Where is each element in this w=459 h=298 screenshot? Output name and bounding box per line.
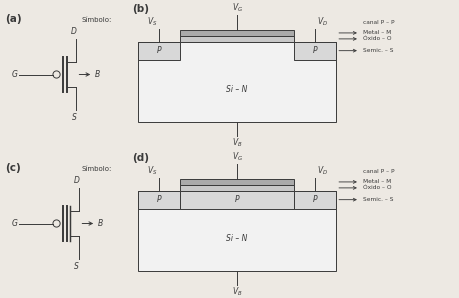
Bar [180, 185, 294, 191]
Text: P: P [157, 195, 162, 204]
Text: $V_S$: $V_S$ [147, 15, 157, 28]
Bar [180, 179, 294, 185]
Bar [180, 191, 294, 209]
Text: Óxido – O: Óxido – O [364, 36, 392, 41]
Bar [294, 42, 336, 60]
Text: Si – N: Si – N [226, 85, 248, 94]
Text: Metal – M: Metal – M [364, 179, 392, 184]
Bar [180, 36, 294, 42]
Text: B: B [95, 70, 101, 79]
Text: Óxido – O: Óxido – O [364, 185, 392, 190]
Text: G: G [12, 219, 18, 228]
Text: Metal – M: Metal – M [364, 30, 392, 35]
Text: (d): (d) [132, 153, 149, 164]
Text: Semic. – S: Semic. – S [364, 48, 394, 53]
Text: P: P [235, 195, 240, 204]
Bar [294, 191, 336, 209]
Text: $V_G$: $V_G$ [231, 151, 243, 163]
Text: P: P [313, 195, 317, 204]
Text: G: G [12, 70, 18, 79]
Bar [180, 30, 294, 36]
Text: $V_B$: $V_B$ [232, 285, 242, 298]
Bar [138, 42, 180, 60]
Text: S: S [72, 113, 76, 122]
Text: Símbolo:: Símbolo: [81, 166, 112, 172]
Text: canal P – P: canal P – P [364, 20, 395, 25]
Text: $V_D$: $V_D$ [317, 15, 328, 28]
Text: (c): (c) [5, 163, 21, 173]
Text: P: P [157, 46, 162, 55]
Bar [138, 191, 180, 209]
Text: canal P – P: canal P – P [364, 169, 395, 174]
Text: $V_B$: $V_B$ [232, 136, 242, 149]
Text: P: P [313, 46, 317, 55]
Text: (b): (b) [132, 4, 149, 15]
Text: (a): (a) [5, 14, 22, 24]
Text: Símbolo:: Símbolo: [81, 17, 112, 23]
Text: Si – N: Si – N [226, 234, 248, 243]
Text: D: D [74, 176, 80, 185]
Bar [138, 42, 336, 122]
Text: $V_D$: $V_D$ [317, 164, 328, 177]
Text: S: S [74, 262, 79, 271]
Bar [138, 191, 336, 271]
Text: Semic. – S: Semic. – S [364, 197, 394, 202]
Text: B: B [98, 219, 103, 228]
Text: $V_G$: $V_G$ [231, 2, 243, 14]
Text: $V_S$: $V_S$ [147, 164, 157, 177]
Text: D: D [71, 27, 77, 36]
